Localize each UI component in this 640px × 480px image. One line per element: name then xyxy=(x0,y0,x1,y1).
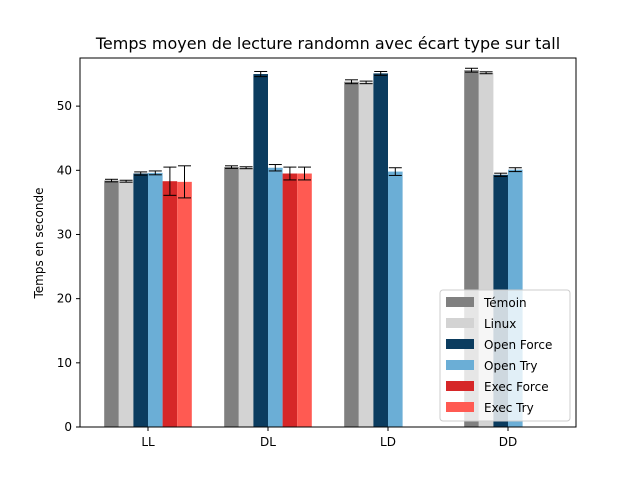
bar-ld-témoin xyxy=(344,81,359,428)
x-tick-label: DL xyxy=(260,435,276,449)
bar-dl-témoin xyxy=(224,167,239,427)
error-bar xyxy=(119,179,133,183)
legend-label: Exec Try xyxy=(484,401,534,415)
y-axis-label: Temps en seconde xyxy=(32,187,46,299)
bar-ll-open-force xyxy=(133,173,148,427)
bar-ll-open-try xyxy=(148,172,163,427)
legend-label: Témoin xyxy=(483,296,527,310)
error-bar xyxy=(508,167,522,173)
legend: Témoin Linux Open Force Open Try Exec Force E… xyxy=(439,289,571,422)
y-axis-ticks: 0 10 20 30 40 50 xyxy=(57,99,80,434)
error-bar xyxy=(178,165,191,199)
legend-label: Exec Force xyxy=(484,380,549,394)
error-bar xyxy=(494,172,508,177)
error-bar xyxy=(254,70,268,78)
error-bar xyxy=(465,67,478,73)
y-tick-label: 50 xyxy=(57,99,72,113)
error-bar xyxy=(239,166,253,170)
x-tick-label: LD xyxy=(380,435,396,449)
x-tick-label: LL xyxy=(141,435,155,449)
error-bar xyxy=(388,167,402,176)
y-tick-label: 20 xyxy=(57,292,72,306)
bar-ll-témoin xyxy=(104,180,119,427)
y-tick-label: 0 xyxy=(64,420,72,434)
bar-ld-linux xyxy=(358,82,374,427)
bar-ld-open-try xyxy=(388,171,403,427)
error-bar xyxy=(225,165,238,169)
bar-dl-open-force xyxy=(253,74,268,427)
chart-title: Temps moyen de lecture randomn avec écar… xyxy=(95,34,560,53)
plot-frame xyxy=(79,57,577,428)
legend-swatch xyxy=(446,360,474,370)
bar-ll-exec-force xyxy=(162,181,178,427)
bar-dl-linux xyxy=(238,167,254,428)
legend-swatch xyxy=(446,339,474,349)
y-tick-label: 10 xyxy=(57,356,72,370)
error-bar xyxy=(479,71,493,75)
error-bar xyxy=(163,166,177,196)
bar-ld-open-force xyxy=(373,73,388,428)
error-bar xyxy=(134,171,148,176)
error-bar xyxy=(298,166,311,181)
legend-swatch xyxy=(446,402,474,412)
x-tick-label: DD xyxy=(499,435,517,449)
legend-swatch xyxy=(446,297,474,307)
y-tick-label: 40 xyxy=(57,163,72,177)
legend-label: Open Try xyxy=(484,359,537,373)
bars-group xyxy=(104,70,523,428)
legend-label: Open Force xyxy=(484,338,552,352)
error-bar xyxy=(105,178,118,183)
bar-ll-linux xyxy=(118,181,134,427)
error-bar xyxy=(283,166,297,181)
error-bar xyxy=(148,170,162,176)
error-bar xyxy=(374,70,388,76)
error-bars-group xyxy=(105,67,551,428)
bar-ll-exec-try xyxy=(177,181,192,427)
x-axis-ticks: LL DL LD DD xyxy=(141,427,517,449)
legend-swatch xyxy=(446,381,474,391)
legend-label: Linux xyxy=(484,317,516,331)
error-bar xyxy=(359,80,373,85)
bar-dl-open-try xyxy=(268,167,283,428)
legend-swatch xyxy=(446,318,474,328)
bar-dl-exec-force xyxy=(282,173,298,427)
y-tick-label: 30 xyxy=(57,227,72,241)
error-bar xyxy=(268,164,282,172)
bar-dl-exec-try xyxy=(297,173,312,427)
error-bar xyxy=(345,79,358,85)
